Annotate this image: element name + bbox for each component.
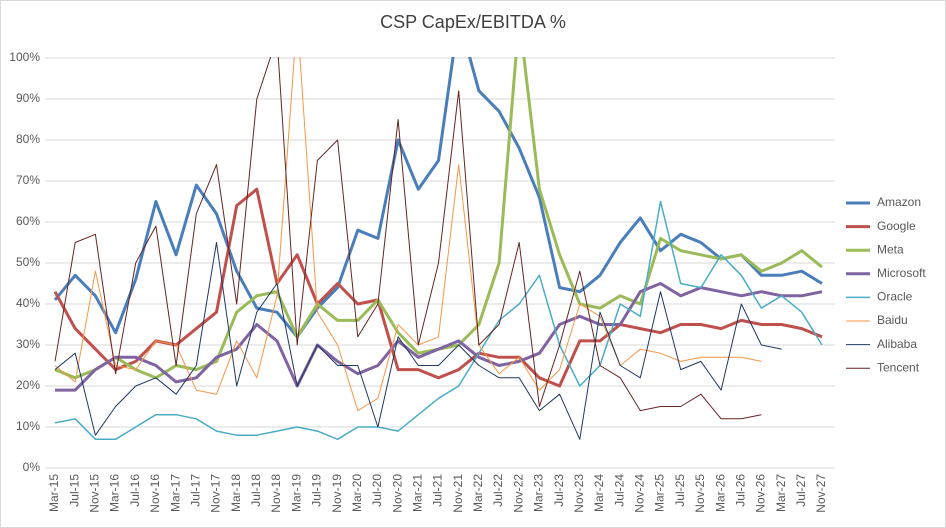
x-tick-label: Jul-20 xyxy=(370,474,384,507)
x-tick-label: Nov-22 xyxy=(511,474,525,513)
x-tick-label: Jul-22 xyxy=(491,474,505,507)
y-tick-label: 30% xyxy=(16,337,40,351)
x-tick-label: Jul-16 xyxy=(128,474,142,507)
x-tick-label: Nov-19 xyxy=(330,474,344,513)
legend-label: Baidu xyxy=(877,313,908,327)
legend-label: Meta xyxy=(877,242,904,256)
x-tick-label: Mar-21 xyxy=(410,474,424,512)
x-tick-label: Jul-19 xyxy=(310,474,324,507)
y-tick-label: 50% xyxy=(16,255,40,269)
x-tick-label: Nov-23 xyxy=(572,474,586,513)
x-tick-label: Mar-27 xyxy=(774,474,788,512)
y-tick-label: 90% xyxy=(16,91,40,105)
series-line xyxy=(54,200,823,441)
x-tick-label: Mar-18 xyxy=(229,474,243,512)
x-tick-label: Mar-16 xyxy=(108,474,122,512)
x-tick-label: Nov-25 xyxy=(693,474,707,513)
x-tick-label: Mar-17 xyxy=(168,474,182,512)
x-tick-label: Mar-22 xyxy=(471,474,485,512)
legend-label: Google xyxy=(877,219,916,233)
x-tick-label: Nov-16 xyxy=(148,474,162,513)
y-tick-label: 0% xyxy=(23,460,41,474)
legend-label: Alibaba xyxy=(877,337,917,351)
y-tick-label: 100% xyxy=(9,50,40,64)
x-tick-label: Jul-17 xyxy=(188,474,202,507)
x-tick-label: Mar-15 xyxy=(47,474,61,512)
x-tick-label: Jul-23 xyxy=(552,474,566,507)
x-tick-label: Nov-26 xyxy=(754,474,768,513)
series-line xyxy=(53,57,823,339)
x-tick-label: Mar-23 xyxy=(532,474,546,512)
x-tick-label: Nov-17 xyxy=(209,474,223,513)
x-tick-label: Nov-15 xyxy=(88,474,102,513)
y-tick-label: 20% xyxy=(16,378,40,392)
y-tick-label: 60% xyxy=(16,214,40,228)
series-line xyxy=(54,57,762,420)
x-tick-label: Nov-21 xyxy=(451,474,465,513)
y-tick-label: 40% xyxy=(16,296,40,310)
y-tick-label: 70% xyxy=(16,173,40,187)
y-tick-label: 10% xyxy=(16,419,40,433)
series-line xyxy=(53,187,823,388)
x-tick-label: Nov-18 xyxy=(269,474,283,513)
x-tick-label: Jul-15 xyxy=(67,474,81,507)
legend-label: Microsoft xyxy=(877,266,926,280)
x-tick-label: Mar-25 xyxy=(653,474,667,512)
x-tick-label: Mar-20 xyxy=(350,474,364,512)
chart-title: CSP CapEx/EBITDA % xyxy=(380,12,566,32)
x-tick-label: Jul-25 xyxy=(673,474,687,507)
x-tick-label: Mar-24 xyxy=(592,474,606,512)
x-tick-label: Mar-19 xyxy=(289,474,303,512)
y-tick-label: 80% xyxy=(16,132,40,146)
x-tick-label: Nov-20 xyxy=(390,474,404,513)
x-tick-label: Nov-24 xyxy=(633,474,647,513)
legend-label: Oracle xyxy=(877,290,913,304)
x-tick-label: Jul-24 xyxy=(612,474,626,507)
series-line xyxy=(55,282,823,392)
x-tick-label: Nov-27 xyxy=(814,474,828,513)
x-tick-label: Jul-27 xyxy=(794,474,808,507)
x-tick-label: Jul-18 xyxy=(249,474,263,507)
x-tick-label: Mar-26 xyxy=(713,474,727,512)
x-tick-label: Jul-26 xyxy=(733,474,747,507)
series-line xyxy=(54,242,782,440)
legend-label: Amazon xyxy=(877,195,921,209)
x-tick-label: Jul-21 xyxy=(431,474,445,507)
legend-label: Tencent xyxy=(877,360,920,374)
